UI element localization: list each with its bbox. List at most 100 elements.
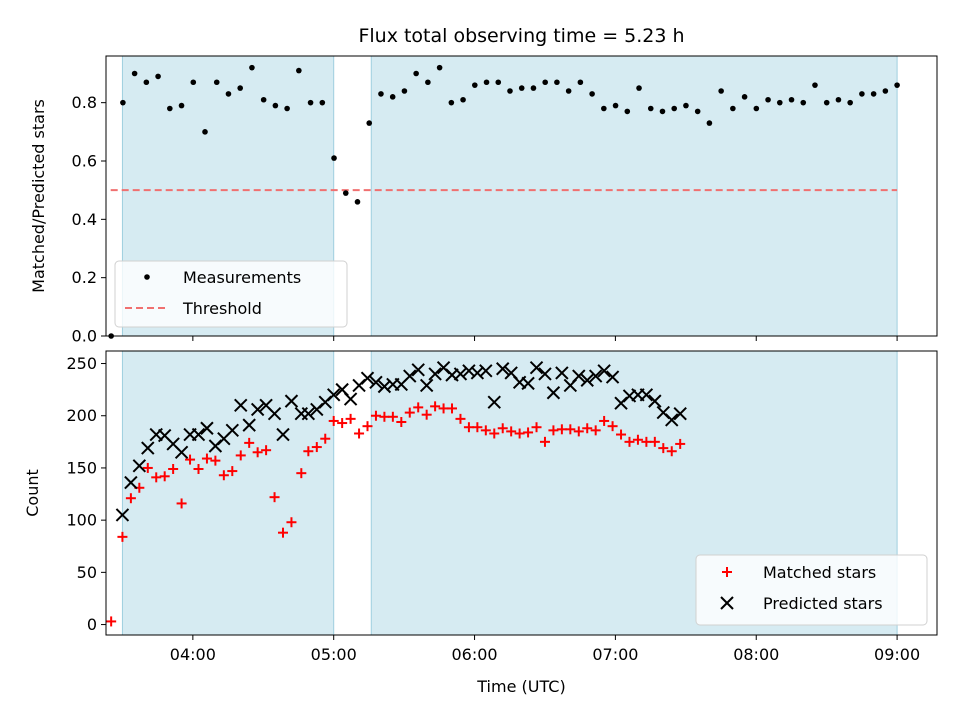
measurement-point	[260, 96, 267, 103]
matched-star-point	[370, 410, 381, 421]
matched-star-point	[159, 471, 170, 482]
measurement-point	[413, 70, 419, 77]
matched-star-point	[379, 411, 390, 422]
matched-star-point	[125, 493, 136, 504]
predicted-star-point	[521, 376, 535, 391]
matched-star-point	[142, 462, 153, 473]
matched-star-point	[396, 417, 407, 427]
matched-star-point	[404, 407, 415, 418]
predicted-star-point	[360, 371, 375, 385]
top-y-tick-label: 0.6	[72, 152, 97, 171]
predicted-star-point	[343, 392, 358, 406]
bottom-y-tick-label: 0	[87, 615, 97, 634]
predicted-star-point	[639, 388, 654, 402]
measurement-point	[319, 99, 326, 106]
matched-star-point	[201, 453, 212, 464]
measurement-point	[202, 129, 208, 135]
measurement-point	[882, 88, 889, 94]
matched-star-point	[235, 450, 246, 461]
bottom-y-ticks: 0 50 100 150 200 250	[66, 354, 106, 634]
matched-star-point	[455, 413, 466, 424]
matched-star-point	[286, 517, 297, 528]
top-legend: Measurements Threshold	[114, 260, 348, 328]
matched-star-point	[296, 468, 307, 479]
measurement-point	[213, 79, 220, 86]
measurement-point	[389, 94, 396, 100]
matched-star-point	[303, 446, 314, 457]
predicted-star-point	[267, 406, 282, 421]
top-y-tick-label: 0.8	[72, 93, 97, 112]
bottom-y-axis-label: Count	[23, 469, 42, 517]
matched-star-point	[531, 422, 542, 433]
matched-star-point	[675, 438, 686, 449]
matched-star-point	[337, 418, 348, 429]
predicted-star-point	[428, 367, 442, 381]
measurement-point	[601, 105, 607, 112]
measurement-point	[190, 79, 197, 86]
predicted-star-point	[470, 366, 485, 380]
measurement-point	[624, 108, 631, 115]
measurement-point	[542, 79, 548, 86]
bottom-y-tick-label: 250	[66, 354, 97, 373]
matched-star-point	[523, 427, 534, 438]
predicted-star-point	[403, 369, 417, 383]
predicted-star-point	[250, 402, 265, 417]
predicted-stars-series	[115, 360, 687, 522]
bottom-x-tick-label: 05:00	[311, 645, 357, 664]
predicted-star-point	[200, 421, 214, 435]
measurement-point	[776, 99, 783, 106]
bottom-y-tick-label: 150	[66, 458, 97, 477]
matched-star-point	[573, 426, 584, 437]
predicted-star-point	[555, 366, 569, 380]
measurement-point	[859, 91, 865, 97]
measurement-point	[120, 99, 126, 106]
measurement-point	[659, 108, 666, 115]
predicted-star-point	[284, 394, 299, 408]
predicted-star-point	[301, 406, 316, 421]
measurement-point	[683, 102, 689, 109]
observing-window-2	[370, 55, 898, 337]
predicted-star-point	[276, 427, 290, 442]
matched-star-point	[447, 403, 458, 414]
bottom-panel: 0 50 100 150 200 250 04:00 05:00 06:00 07:00 08:0…	[23, 350, 938, 696]
legend-matched-label: Matched stars	[763, 563, 876, 582]
matched-star-point	[328, 415, 339, 426]
matched-star-point	[632, 434, 643, 445]
measurement-point	[342, 190, 349, 196]
predicted-star-point	[453, 367, 468, 381]
bottom-x-tick-label: 08:00	[733, 645, 779, 664]
measurement-point	[577, 79, 584, 86]
predicted-star-point	[419, 378, 434, 393]
measurement-point	[565, 88, 572, 94]
measurement-point	[847, 99, 853, 106]
bottom-x-ticks: 04:00 05:00 06:00 07:00 08:00 09:00	[170, 635, 920, 664]
measurement-point	[436, 64, 443, 71]
measurement-point	[554, 79, 560, 86]
measurement-point	[178, 102, 185, 109]
bottom-legend-box	[695, 554, 928, 626]
matched-star-point	[472, 422, 483, 433]
measurement-point	[296, 67, 302, 74]
matched-star-point	[311, 442, 322, 453]
x-axis-label: Time (UTC)	[476, 677, 565, 696]
measurement-point	[448, 99, 455, 106]
measurement-point	[284, 105, 290, 112]
bottom-y-tick-label: 200	[66, 406, 97, 425]
predicted-star-point	[673, 406, 687, 421]
legend-measurements-marker	[144, 274, 150, 280]
bottom-y-tick-label: 50	[77, 563, 97, 582]
legend-measurements-label: Measurements	[183, 268, 301, 287]
measurement-point	[706, 120, 713, 126]
bottom-x-tick-label: 07:00	[592, 645, 638, 664]
measurement-point	[870, 91, 877, 97]
bottom-x-tick-label: 09:00	[874, 645, 920, 664]
matched-star-point	[421, 409, 432, 420]
matched-star-point	[489, 428, 500, 439]
bottom-legend: Matched stars Predicted stars	[695, 554, 928, 626]
matched-star-point	[548, 425, 559, 436]
predicted-star-point	[191, 427, 206, 442]
matched-star-point	[413, 402, 424, 413]
predicted-star-point	[326, 388, 341, 402]
measurement-point	[167, 105, 173, 112]
